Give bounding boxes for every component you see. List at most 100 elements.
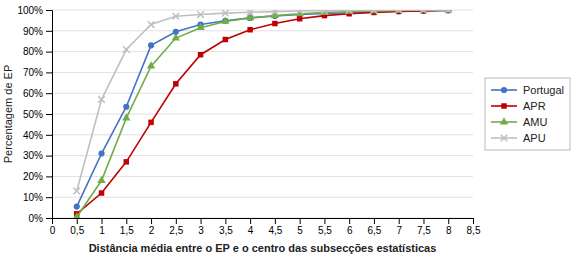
tick: 6 bbox=[347, 218, 353, 236]
tick: 6,5 bbox=[367, 218, 381, 236]
legend-label: APR bbox=[523, 100, 546, 112]
tick: 5 bbox=[297, 218, 303, 236]
tick: 2 bbox=[149, 218, 155, 236]
plot: 00,511,522,533,544,555,566,577,588,50%10… bbox=[17, 5, 480, 236]
point bbox=[346, 10, 353, 14]
point bbox=[123, 104, 129, 110]
tick: 7,5 bbox=[417, 218, 431, 236]
tick: 10% bbox=[23, 192, 52, 203]
tick-label: 10% bbox=[23, 192, 43, 203]
point bbox=[272, 21, 277, 26]
grid-line bbox=[52, 197, 473, 198]
tick-mark bbox=[46, 156, 52, 157]
tick-label: 5 bbox=[297, 225, 303, 236]
tick-label: 90% bbox=[23, 26, 43, 37]
tick: 30% bbox=[23, 150, 52, 161]
grid-line bbox=[52, 51, 473, 52]
legend-item: APU bbox=[491, 132, 546, 144]
grid-line bbox=[52, 134, 473, 135]
tick-label: 0% bbox=[29, 213, 44, 224]
axis-line bbox=[46, 11, 53, 219]
tick: 8,5 bbox=[467, 218, 481, 236]
tick-mark bbox=[46, 72, 52, 73]
tick-mark bbox=[176, 218, 177, 224]
point bbox=[221, 17, 229, 24]
y-axis: 0% 10% 20% 30% 40% 50% 60% 70% 80% 90% 100% bbox=[17, 5, 52, 224]
tick-label: 7,5 bbox=[417, 225, 431, 236]
tick-label: 40% bbox=[23, 130, 43, 141]
tick: 0 bbox=[50, 218, 56, 236]
point bbox=[74, 203, 80, 209]
legend-symbol bbox=[501, 87, 507, 93]
legend-symbol bbox=[500, 117, 508, 124]
tick-label: 2,5 bbox=[169, 225, 183, 236]
legend-label: APU bbox=[523, 132, 546, 144]
point bbox=[395, 10, 402, 14]
tick-label: 3 bbox=[198, 225, 204, 236]
tick-mark bbox=[423, 218, 424, 224]
series bbox=[73, 10, 451, 194]
tick-label: 70% bbox=[23, 67, 43, 78]
tick-mark bbox=[46, 114, 52, 115]
tick: 60% bbox=[23, 88, 52, 99]
point bbox=[445, 10, 452, 13]
y-axis-title: Percentagem de EP bbox=[2, 65, 14, 163]
tick-mark bbox=[46, 93, 52, 94]
tick-label: 4,5 bbox=[268, 225, 282, 236]
tick-mark bbox=[46, 218, 52, 219]
x-axis-title: Distância média entre o EP e o centro da… bbox=[89, 242, 437, 254]
tick-mark bbox=[46, 31, 52, 32]
series-line bbox=[77, 10, 448, 206]
tick: 70% bbox=[23, 67, 52, 78]
tick: 4,5 bbox=[268, 218, 282, 236]
point bbox=[148, 120, 153, 125]
legend-label: AMU bbox=[523, 116, 548, 128]
tick: 3,5 bbox=[219, 218, 233, 236]
tick: 7 bbox=[396, 218, 402, 236]
tick-mark bbox=[201, 218, 202, 224]
tick: 20% bbox=[23, 171, 52, 182]
legend-label: Portugal bbox=[523, 84, 564, 96]
point bbox=[321, 10, 328, 14]
chart: 00,511,522,533,544,555,566,577,588,50%10… bbox=[0, 0, 573, 258]
point bbox=[198, 52, 203, 57]
tick-mark bbox=[448, 218, 449, 224]
grid-line bbox=[52, 93, 473, 94]
tick: 3 bbox=[198, 218, 204, 236]
series-line bbox=[77, 10, 448, 217]
grid-line bbox=[52, 114, 473, 115]
tick-label: 2 bbox=[149, 225, 155, 236]
point bbox=[147, 61, 155, 68]
legend-item: APR bbox=[491, 100, 546, 112]
tick: 80% bbox=[23, 46, 52, 57]
tick-mark bbox=[275, 218, 276, 224]
tick: 100% bbox=[17, 5, 52, 16]
tick-label: 3,5 bbox=[219, 225, 233, 236]
point bbox=[148, 42, 154, 48]
tick: 50% bbox=[23, 109, 52, 120]
series-line bbox=[77, 10, 448, 214]
point bbox=[98, 96, 105, 103]
marks bbox=[73, 10, 453, 218]
legend-symbol bbox=[501, 103, 506, 108]
legend-item: Portugal bbox=[491, 84, 564, 96]
tick-mark bbox=[473, 218, 474, 224]
series bbox=[73, 10, 453, 218]
tick: 5,5 bbox=[318, 218, 332, 236]
tick-label: 1,5 bbox=[120, 225, 134, 236]
grid-line bbox=[52, 30, 473, 31]
legend-symbol bbox=[501, 135, 508, 142]
tick-label: 0 bbox=[50, 225, 56, 236]
point bbox=[247, 27, 252, 32]
point bbox=[148, 21, 155, 28]
tick-label: 8 bbox=[446, 225, 452, 236]
tick-mark bbox=[250, 218, 251, 224]
tick-mark bbox=[225, 218, 226, 224]
point bbox=[296, 10, 303, 14]
point bbox=[196, 23, 204, 30]
tick: 0,5 bbox=[70, 218, 84, 236]
legend-frame bbox=[485, 78, 570, 150]
tick: 40% bbox=[23, 130, 52, 141]
tick-label: 6 bbox=[347, 225, 353, 236]
point bbox=[172, 33, 180, 40]
